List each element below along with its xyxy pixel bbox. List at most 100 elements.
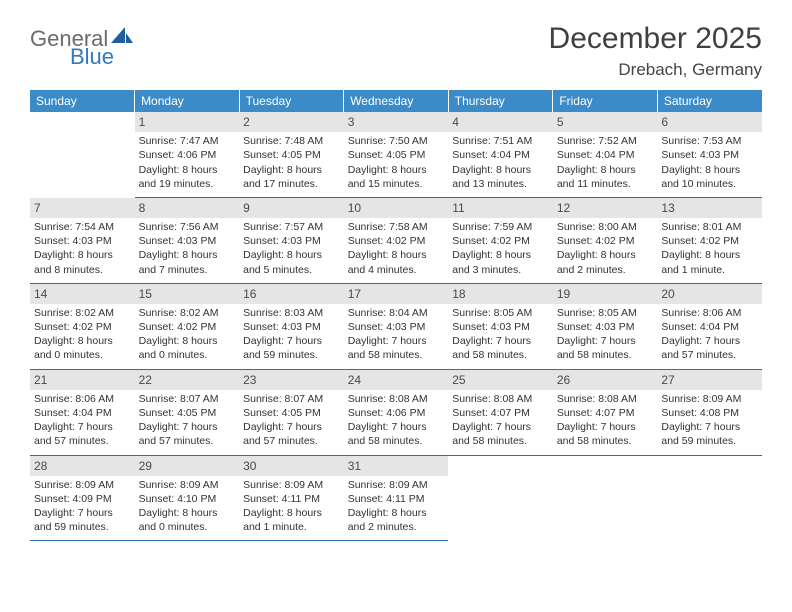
daylight-text: and 57 minutes. [34,434,131,448]
day-cell: 4Sunrise: 7:51 AMSunset: 4:04 PMDaylight… [448,112,553,198]
day-cell: 26Sunrise: 8:08 AMSunset: 4:07 PMDayligh… [553,370,658,456]
day-number: 8 [135,198,240,218]
daylight-text: Daylight: 8 hours [452,163,549,177]
sunrise-text: Sunrise: 8:09 AM [139,478,236,492]
day-number: 23 [239,370,344,390]
daylight-text: Daylight: 8 hours [139,506,236,520]
day-cell: 6Sunrise: 7:53 AMSunset: 4:03 PMDaylight… [657,112,762,198]
calendar-page: General Blue December 2025 Drebach, Germ… [0,0,792,561]
sunset-text: Sunset: 4:03 PM [452,320,549,334]
page-title: December 2025 [549,22,762,56]
day-number: 10 [344,198,449,218]
sunset-text: Sunset: 4:02 PM [139,320,236,334]
daylight-text: and 2 minutes. [348,520,445,534]
daylight-text: and 1 minute. [243,520,340,534]
day-number: 12 [553,198,658,218]
empty-day [553,456,658,540]
sail-icon [111,27,133,49]
calendar-cell: 12Sunrise: 8:00 AMSunset: 4:02 PMDayligh… [553,198,658,284]
calendar-cell: 4Sunrise: 7:51 AMSunset: 4:04 PMDaylight… [448,112,553,198]
sunset-text: Sunset: 4:05 PM [139,406,236,420]
daylight-text: Daylight: 8 hours [348,506,445,520]
calendar-cell: 26Sunrise: 8:08 AMSunset: 4:07 PMDayligh… [553,370,658,456]
sunset-text: Sunset: 4:06 PM [348,406,445,420]
sunrise-text: Sunrise: 8:08 AM [348,392,445,406]
day-cell: 31Sunrise: 8:09 AMSunset: 4:11 PMDayligh… [344,456,449,542]
daylight-text: and 57 minutes. [243,434,340,448]
day-cell: 11Sunrise: 7:59 AMSunset: 4:02 PMDayligh… [448,198,553,284]
sunset-text: Sunset: 4:03 PM [557,320,654,334]
sunset-text: Sunset: 4:04 PM [661,320,758,334]
day-number: 24 [344,370,449,390]
sunset-text: Sunset: 4:05 PM [243,148,340,162]
day-number: 9 [239,198,344,218]
sunset-text: Sunset: 4:03 PM [243,234,340,248]
sunset-text: Sunset: 4:08 PM [661,406,758,420]
daylight-text: Daylight: 8 hours [139,334,236,348]
empty-day [448,456,553,540]
day-number: 11 [448,198,553,218]
daylight-text: and 19 minutes. [139,177,236,191]
day-cell: 29Sunrise: 8:09 AMSunset: 4:10 PMDayligh… [135,456,240,542]
calendar-header-row: SundayMondayTuesdayWednesdayThursdayFrid… [30,90,762,112]
sunrise-text: Sunrise: 7:47 AM [139,134,236,148]
calendar-cell: 30Sunrise: 8:09 AMSunset: 4:11 PMDayligh… [239,456,344,542]
day-cell: 28Sunrise: 8:09 AMSunset: 4:09 PMDayligh… [30,456,135,542]
sunset-text: Sunset: 4:03 PM [139,234,236,248]
calendar-cell [30,112,135,198]
calendar-cell: 1Sunrise: 7:47 AMSunset: 4:06 PMDaylight… [135,112,240,198]
empty-day [657,456,762,540]
daylight-text: and 0 minutes. [139,348,236,362]
day-cell: 17Sunrise: 8:04 AMSunset: 4:03 PMDayligh… [344,284,449,370]
daylight-text: Daylight: 7 hours [34,420,131,434]
day-header: Thursday [448,90,553,112]
sunrise-text: Sunrise: 8:01 AM [661,220,758,234]
brand-word-2: Blue [70,46,133,68]
daylight-text: and 58 minutes. [557,434,654,448]
sunrise-text: Sunrise: 8:06 AM [661,306,758,320]
day-number: 26 [553,370,658,390]
sunset-text: Sunset: 4:02 PM [34,320,131,334]
day-header: Monday [135,90,240,112]
day-cell: 16Sunrise: 8:03 AMSunset: 4:03 PMDayligh… [239,284,344,370]
page-subtitle: Drebach, Germany [549,60,762,80]
day-number: 14 [30,284,135,304]
sunset-text: Sunset: 4:03 PM [661,148,758,162]
day-cell: 10Sunrise: 7:58 AMSunset: 4:02 PMDayligh… [344,198,449,284]
sunset-text: Sunset: 4:05 PM [243,406,340,420]
daylight-text: Daylight: 8 hours [34,334,131,348]
sunrise-text: Sunrise: 7:51 AM [452,134,549,148]
sunrise-text: Sunrise: 8:05 AM [452,306,549,320]
sunrise-text: Sunrise: 8:03 AM [243,306,340,320]
daylight-text: and 7 minutes. [139,263,236,277]
calendar-week-row: 1Sunrise: 7:47 AMSunset: 4:06 PMDaylight… [30,112,762,198]
daylight-text: and 59 minutes. [34,520,131,534]
sunrise-text: Sunrise: 8:00 AM [557,220,654,234]
daylight-text: and 57 minutes. [661,348,758,362]
sunrise-text: Sunrise: 8:08 AM [557,392,654,406]
sunset-text: Sunset: 4:09 PM [34,492,131,506]
daylight-text: Daylight: 8 hours [243,248,340,262]
day-number: 3 [344,112,449,132]
daylight-text: Daylight: 7 hours [243,420,340,434]
day-number: 31 [344,456,449,476]
day-cell: 13Sunrise: 8:01 AMSunset: 4:02 PMDayligh… [657,198,762,284]
calendar-cell: 20Sunrise: 8:06 AMSunset: 4:04 PMDayligh… [657,284,762,370]
daylight-text: and 58 minutes. [452,434,549,448]
daylight-text: Daylight: 7 hours [661,334,758,348]
daylight-text: Daylight: 7 hours [243,334,340,348]
sunrise-text: Sunrise: 7:54 AM [34,220,131,234]
calendar-cell: 15Sunrise: 8:02 AMSunset: 4:02 PMDayligh… [135,284,240,370]
daylight-text: Daylight: 8 hours [243,163,340,177]
daylight-text: Daylight: 8 hours [661,248,758,262]
day-number: 5 [553,112,658,132]
calendar-week-row: 28Sunrise: 8:09 AMSunset: 4:09 PMDayligh… [30,456,762,542]
daylight-text: and 0 minutes. [34,348,131,362]
sunset-text: Sunset: 4:02 PM [557,234,654,248]
calendar-cell: 24Sunrise: 8:08 AMSunset: 4:06 PMDayligh… [344,370,449,456]
daylight-text: Daylight: 7 hours [452,420,549,434]
day-header: Saturday [657,90,762,112]
sunrise-text: Sunrise: 8:02 AM [34,306,131,320]
sunrise-text: Sunrise: 8:07 AM [139,392,236,406]
sunrise-text: Sunrise: 8:04 AM [348,306,445,320]
